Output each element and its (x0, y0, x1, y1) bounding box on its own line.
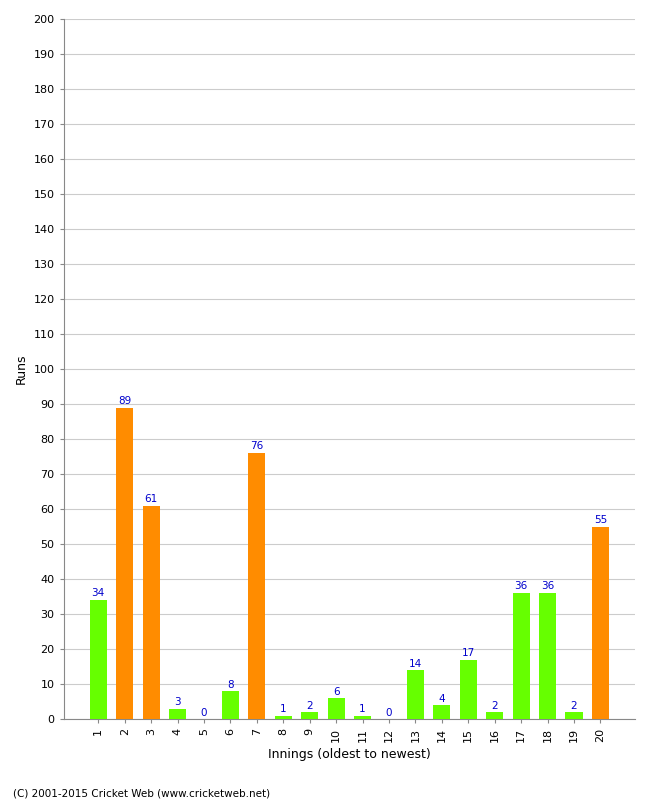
Text: 0: 0 (385, 707, 392, 718)
Bar (486, 712, 503, 719)
Bar (222, 691, 239, 719)
Text: 8: 8 (227, 679, 234, 690)
Y-axis label: Runs: Runs (15, 354, 28, 384)
Text: 6: 6 (333, 686, 339, 697)
Bar (90, 600, 107, 719)
Text: 36: 36 (541, 582, 554, 591)
Text: 14: 14 (409, 658, 422, 669)
Bar (460, 660, 477, 719)
Bar (513, 594, 530, 719)
Text: 17: 17 (462, 648, 475, 658)
Bar (116, 408, 133, 719)
Text: 2: 2 (571, 701, 577, 710)
Text: 2: 2 (306, 701, 313, 710)
Bar (248, 453, 265, 719)
X-axis label: Innings (oldest to newest): Innings (oldest to newest) (268, 748, 431, 761)
Bar (566, 712, 582, 719)
Text: 34: 34 (92, 589, 105, 598)
Text: 89: 89 (118, 396, 131, 406)
Text: 1: 1 (280, 704, 287, 714)
Text: 4: 4 (439, 694, 445, 703)
Bar (434, 706, 450, 719)
Bar (407, 670, 424, 719)
Text: 36: 36 (515, 582, 528, 591)
Text: 61: 61 (144, 494, 158, 504)
Text: (C) 2001-2015 Cricket Web (www.cricketweb.net): (C) 2001-2015 Cricket Web (www.cricketwe… (13, 788, 270, 798)
Text: 2: 2 (491, 701, 498, 710)
Text: 76: 76 (250, 442, 263, 451)
Text: 55: 55 (594, 515, 607, 525)
Bar (328, 698, 345, 719)
Bar (539, 594, 556, 719)
Bar (169, 709, 186, 719)
Text: 1: 1 (359, 704, 366, 714)
Text: 0: 0 (201, 707, 207, 718)
Bar (354, 716, 371, 719)
Text: 3: 3 (174, 697, 181, 707)
Bar (592, 526, 609, 719)
Bar (301, 712, 318, 719)
Bar (142, 506, 160, 719)
Bar (275, 716, 292, 719)
